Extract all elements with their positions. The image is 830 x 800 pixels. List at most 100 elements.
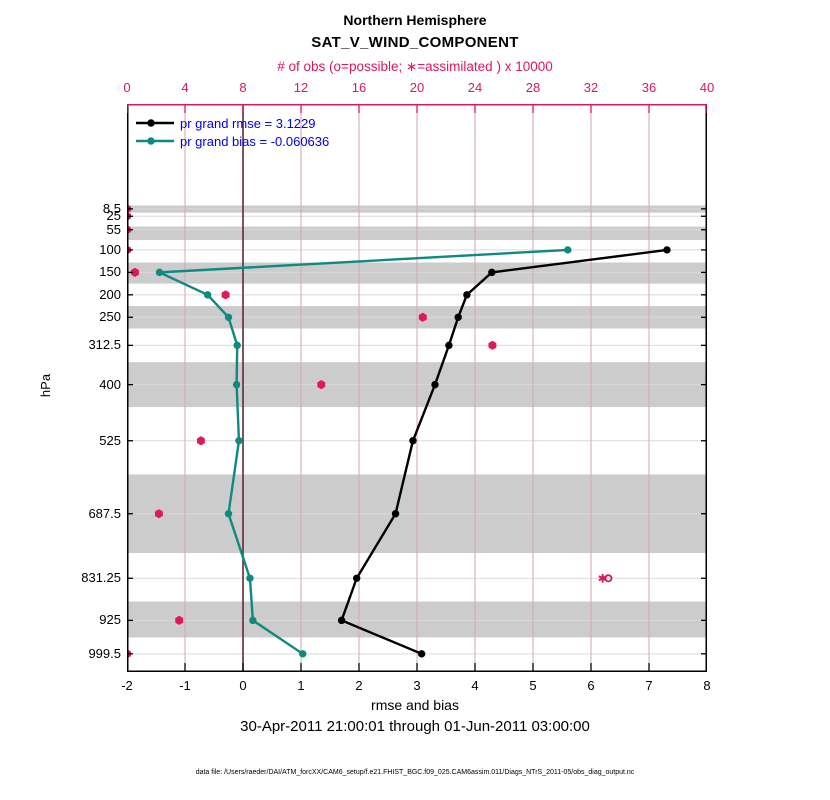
top-axis-tick-label: 16 <box>351 80 367 95</box>
obs-count-markers <box>127 204 613 659</box>
top-axis-tick-label: 12 <box>293 80 309 95</box>
legend: pr grand rmse = 3.1229 pr grand bias = -0… <box>136 114 329 150</box>
assimilated-obs-asterisk-marker <box>127 215 132 220</box>
bias-point <box>203 291 212 299</box>
bottom-axis-tick-label: 4 <box>471 678 479 693</box>
bottom-axis-tick-label: 1 <box>297 678 305 693</box>
bottom-axis-tick-label: -1 <box>179 678 191 693</box>
bias-point <box>155 268 164 277</box>
top-axis-tick-label: 20 <box>409 80 425 95</box>
bias-legend-line-sample <box>136 137 174 145</box>
assimilated-obs-asterisk-marker <box>317 381 326 388</box>
top-axis-tick-label: 4 <box>181 80 189 95</box>
bias-point <box>224 510 233 518</box>
bias-point <box>233 341 241 350</box>
assimilated-obs-asterisk-marker <box>221 291 230 298</box>
bias-point <box>564 246 572 254</box>
y-axis-tick-label: 831.25 <box>81 570 121 586</box>
y-axis-label: hPa <box>38 373 54 398</box>
y-axis-tick-label: 25 <box>106 208 121 224</box>
rmse-point <box>391 510 400 518</box>
bias-point <box>235 437 243 445</box>
y-axis-tick-label: 100 <box>99 241 121 257</box>
bottom-axis-tick-label: 2 <box>355 678 363 693</box>
rmse-point <box>417 650 426 658</box>
y-axis-tick-label: 687.5 <box>88 505 121 521</box>
legend-entry-label: pr grand bias = -0.060636 <box>180 133 330 149</box>
rmse-point <box>409 437 417 445</box>
y-axis-tick-label: 8.5 <box>102 200 121 216</box>
plot-title-variable: SAT_V_WIND_COMPONENT <box>311 34 519 51</box>
legend-entry-bias: pr grand bias = -0.060636 <box>136 132 329 150</box>
rmse-legend-line-sample <box>136 119 174 127</box>
bottom-axis-tick-label: -2 <box>121 678 133 693</box>
rmse-point <box>463 291 471 299</box>
top-axis-tick-label: 40 <box>699 80 715 95</box>
legend-entry-rmse: pr grand rmse = 3.1229 <box>136 114 329 132</box>
rmse-point <box>352 574 361 582</box>
assimilated-obs-asterisk-marker <box>418 314 428 321</box>
bottom-axis-tick-label: 6 <box>587 678 595 693</box>
top-axis-tick-label: 36 <box>641 80 657 95</box>
assimilated-obs-asterisk-marker <box>127 652 132 657</box>
bottom-axis-tick-label: 8 <box>703 678 711 693</box>
assimilated-obs-asterisk-marker <box>174 617 184 624</box>
y-axis-tick-label: 200 <box>99 286 121 302</box>
top-axis-label: # of obs (o=possible; ∗=assimilated ) x … <box>277 59 553 74</box>
bias-point <box>224 313 233 321</box>
datafile-path: data file: /Users/raeder/DAI/ATM_forcXX/… <box>195 769 635 776</box>
axis-tick-marks <box>127 105 707 671</box>
assimilated-obs-asterisk-marker <box>196 437 206 444</box>
assimilated-obs-asterisk-marker <box>598 575 607 582</box>
bias-series <box>155 246 572 658</box>
top-axis-tick-label: 24 <box>467 80 483 95</box>
bias-point <box>299 650 307 658</box>
possible-obs-circle-marker <box>604 574 613 583</box>
date-range-caption: 30-Apr-2011 21:00:01 through 01-Jun-2011… <box>240 718 590 735</box>
rmse-series <box>337 246 671 658</box>
rmse-point <box>337 616 346 625</box>
plot-border <box>127 104 707 672</box>
top-axis-tick-label: 28 <box>525 80 541 95</box>
y-axis-tick-label: 55 <box>106 221 121 237</box>
y-axis-tick-label: 400 <box>99 376 121 392</box>
y-axis-tick-label: 150 <box>99 264 121 280</box>
assimilated-obs-asterisk-marker <box>127 213 132 218</box>
bias-point <box>249 616 257 625</box>
rmse-point <box>431 380 439 389</box>
y-axis-tick-label: 312.5 <box>88 337 121 353</box>
y-axis-tick-label: 999.5 <box>88 645 121 661</box>
bottom-axis-tick-label: 3 <box>413 678 421 693</box>
assimilated-obs-asterisk-marker <box>127 226 132 231</box>
top-axis-tick-label: 32 <box>583 80 599 95</box>
rmse-point <box>445 341 453 350</box>
rmse-point <box>454 313 462 321</box>
assimilated-obs-asterisk-marker <box>488 342 497 349</box>
legend-entry-label: pr grand rmse = 3.1229 <box>180 115 316 131</box>
assimilated-obs-asterisk-marker <box>154 510 164 517</box>
rmse-point <box>488 268 496 277</box>
bias-point <box>246 574 254 582</box>
y-axis-tick-label: 525 <box>99 432 121 448</box>
assimilated-obs-asterisk-marker <box>127 248 132 253</box>
plot-title-region: Northern Hemisphere <box>343 12 487 28</box>
bottom-axis-tick-label: 5 <box>529 678 537 693</box>
assimilated-obs-asterisk-marker <box>127 228 132 233</box>
y-axis-tick-label: 250 <box>99 309 121 325</box>
bias-point <box>232 380 241 389</box>
plot-area: pr grand rmse = 3.1229 pr grand bias = -0… <box>127 104 707 672</box>
assimilated-obs-asterisk-marker <box>130 269 140 276</box>
top-axis-tick-label: 8 <box>239 80 247 95</box>
assimilated-obs-asterisk-marker <box>127 207 132 212</box>
assimilated-obs-asterisk-marker <box>127 246 132 252</box>
y-axis-tick-label: 925 <box>99 612 121 628</box>
bottom-axis-tick-label: 7 <box>645 678 653 693</box>
rmse-point <box>663 246 671 254</box>
bottom-axis-label: rmse and bias <box>371 697 459 713</box>
assimilated-obs-asterisk-marker <box>127 205 132 210</box>
top-axis-tick-label: 0 <box>123 80 131 95</box>
assimilated-obs-asterisk-marker <box>127 650 132 655</box>
bottom-axis-tick-label: 0 <box>239 678 247 693</box>
profile-chart <box>127 104 707 672</box>
